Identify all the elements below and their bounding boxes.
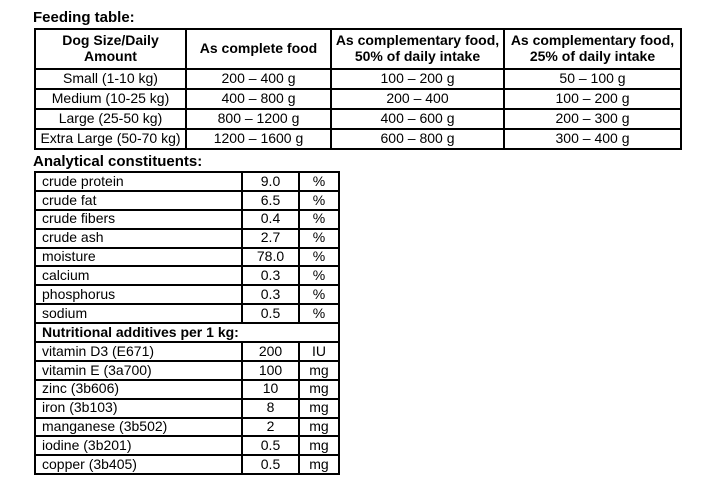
feeding-header-complementary-25: As complementary food, 25% of daily inta… <box>503 28 682 70</box>
feeding-cell: 600 – 800 g <box>330 128 505 150</box>
additive-name: iron (3b103) <box>34 397 243 419</box>
constituent-unit: % <box>298 208 340 230</box>
constituent-unit: % <box>298 227 340 249</box>
feeding-row-medium: Medium (10-25 kg) 400 – 800 g 200 – 400 … <box>34 88 682 110</box>
constituent-name: sodium <box>34 303 243 325</box>
feeding-cell: 200 – 300 g <box>503 108 682 130</box>
additive-value: 0.5 <box>241 435 300 457</box>
constituent-unit: % <box>298 171 340 192</box>
feeding-table: Dog Size/Daily Amount As complete food A… <box>34 28 682 150</box>
additive-name: zinc (3b606) <box>34 378 243 400</box>
constituent-row: crude fibers 0.4 % <box>34 208 340 230</box>
constituent-name: crude fat <box>34 189 243 211</box>
feeding-cell: Medium (10-25 kg) <box>34 88 187 110</box>
feeding-row-large: Large (25-50 kg) 800 – 1200 g 400 – 600 … <box>34 108 682 130</box>
constituent-name: crude ash <box>34 227 243 249</box>
feeding-table-title: Feeding table: <box>33 9 135 26</box>
feeding-cell: 400 – 800 g <box>185 88 332 110</box>
additive-unit: mg <box>298 435 340 457</box>
additive-unit: mg <box>298 416 340 438</box>
additive-row: iron (3b103) 8 mg <box>34 397 340 419</box>
constituent-value: 78.0 <box>241 246 300 268</box>
additive-row: zinc (3b606) 10 mg <box>34 378 340 400</box>
constituent-row: phosphorus 0.3 % <box>34 284 340 306</box>
additive-name: iodine (3b201) <box>34 435 243 457</box>
feeding-cell: 300 – 400 g <box>503 128 682 150</box>
feeding-header-row: Dog Size/Daily Amount As complete food A… <box>34 28 682 70</box>
feeding-cell: Small (1-10 kg) <box>34 68 187 90</box>
feeding-cell: 100 – 200 g <box>503 88 682 110</box>
feeding-header-dog-size: Dog Size/Daily Amount <box>34 28 187 70</box>
constituent-value: 2.7 <box>241 227 300 249</box>
constituent-name: moisture <box>34 246 243 268</box>
additive-row: vitamin E (3a700) 100 mg <box>34 359 340 381</box>
feeding-cell: 1200 – 1600 g <box>185 128 332 150</box>
constituent-unit: % <box>298 189 340 211</box>
additive-name: copper (3b405) <box>34 454 243 476</box>
feeding-cell: Large (25-50 kg) <box>34 108 187 130</box>
constituent-row: crude protein 9.0 % <box>34 171 340 192</box>
additives-header: Nutritional additives per 1 kg: <box>34 322 340 344</box>
additive-name: manganese (3b502) <box>34 416 243 438</box>
additive-unit: mg <box>298 378 340 400</box>
additive-row: iodine (3b201) 0.5 mg <box>34 435 340 457</box>
constituent-value: 0.3 <box>241 284 300 306</box>
analytical-constituents-title: Analytical constituents: <box>33 153 203 170</box>
feeding-header-complete-food: As complete food <box>185 28 332 70</box>
constituent-unit: % <box>298 303 340 325</box>
additive-unit: mg <box>298 454 340 476</box>
constituent-name: crude protein <box>34 171 243 192</box>
feeding-cell: 400 – 600 g <box>330 108 505 130</box>
constituent-name: calcium <box>34 265 243 287</box>
constituent-unit: % <box>298 246 340 268</box>
feeding-cell: 800 – 1200 g <box>185 108 332 130</box>
constituent-value: 0.5 <box>241 303 300 325</box>
additive-value: 8 <box>241 397 300 419</box>
additive-row: vitamin D3 (E671) 200 IU <box>34 341 340 362</box>
additive-value: 2 <box>241 416 300 438</box>
constituent-value: 0.3 <box>241 265 300 287</box>
constituent-row: moisture 78.0 % <box>34 246 340 268</box>
feeding-header-complementary-50: As complementary food, 50% of daily inta… <box>330 28 505 70</box>
feeding-cell: 50 – 100 g <box>503 68 682 90</box>
feeding-cell: Extra Large (50-70 kg) <box>34 128 187 150</box>
additive-unit: mg <box>298 397 340 419</box>
analytical-constituents-table: crude protein 9.0 % crude fat 6.5 % crud… <box>34 171 340 476</box>
feeding-row-small: Small (1-10 kg) 200 – 400 g 100 – 200 g … <box>34 68 682 90</box>
additive-value: 200 <box>241 341 300 362</box>
constituent-row: calcium 0.3 % <box>34 265 340 287</box>
constituent-name: crude fibers <box>34 208 243 230</box>
constituent-unit: % <box>298 284 340 306</box>
constituent-unit: % <box>298 265 340 287</box>
constituent-row: sodium 0.5 % <box>34 303 340 325</box>
additive-unit: mg <box>298 359 340 381</box>
constituent-value: 0.4 <box>241 208 300 230</box>
additive-unit: IU <box>298 341 340 362</box>
constituent-value: 6.5 <box>241 189 300 211</box>
constituent-value: 9.0 <box>241 171 300 192</box>
feeding-cell: 200 – 400 g <box>185 68 332 90</box>
additive-value: 10 <box>241 378 300 400</box>
constituent-name: phosphorus <box>34 284 243 306</box>
constituent-row: crude ash 2.7 % <box>34 227 340 249</box>
feeding-cell: 200 – 400 <box>330 88 505 110</box>
additive-value: 100 <box>241 359 300 381</box>
additives-header-row: Nutritional additives per 1 kg: <box>34 322 340 344</box>
feeding-cell: 100 – 200 g <box>330 68 505 90</box>
constituent-row: crude fat 6.5 % <box>34 189 340 211</box>
additive-row: copper (3b405) 0.5 mg <box>34 454 340 476</box>
additive-value: 0.5 <box>241 454 300 476</box>
additive-name: vitamin E (3a700) <box>34 359 243 381</box>
additive-row: manganese (3b502) 2 mg <box>34 416 340 438</box>
additive-name: vitamin D3 (E671) <box>34 341 243 362</box>
feeding-row-extra-large: Extra Large (50-70 kg) 1200 – 1600 g 600… <box>34 128 682 150</box>
